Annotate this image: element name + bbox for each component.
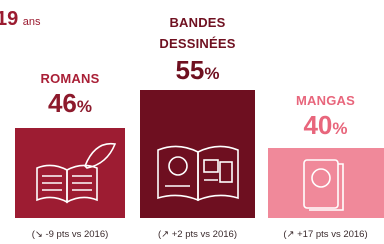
age-header: 19 ans <box>0 8 40 31</box>
trend-note: (↘ -9 pts vs 2016) <box>10 229 130 240</box>
unit: % <box>77 97 92 116</box>
percentage: 40% <box>263 110 384 141</box>
unit: % <box>332 119 347 138</box>
value: 46 <box>48 88 77 118</box>
box <box>140 90 255 218</box>
percentage: 55% <box>135 55 260 86</box>
value: 40 <box>303 110 332 140</box>
unit: % <box>204 64 219 83</box>
percentage: 46% <box>10 88 130 119</box>
age-unit: ans <box>23 16 41 28</box>
box <box>15 128 125 218</box>
category-label: ROMANS <box>10 71 130 86</box>
category-label: MANGAS <box>263 93 384 108</box>
page: {"header": {"age": "19", "unit": "ans"},… <box>0 0 384 244</box>
age: 19 <box>0 8 18 30</box>
value: 55 <box>175 55 204 85</box>
trend-note: (↗ +2 pts vs 2016) <box>135 229 260 240</box>
box <box>268 148 384 218</box>
category-label: DESSINÉES <box>135 36 260 51</box>
trend-note: (↗ +17 pts vs 2016) <box>263 229 384 240</box>
category-label: BANDES <box>135 15 260 30</box>
